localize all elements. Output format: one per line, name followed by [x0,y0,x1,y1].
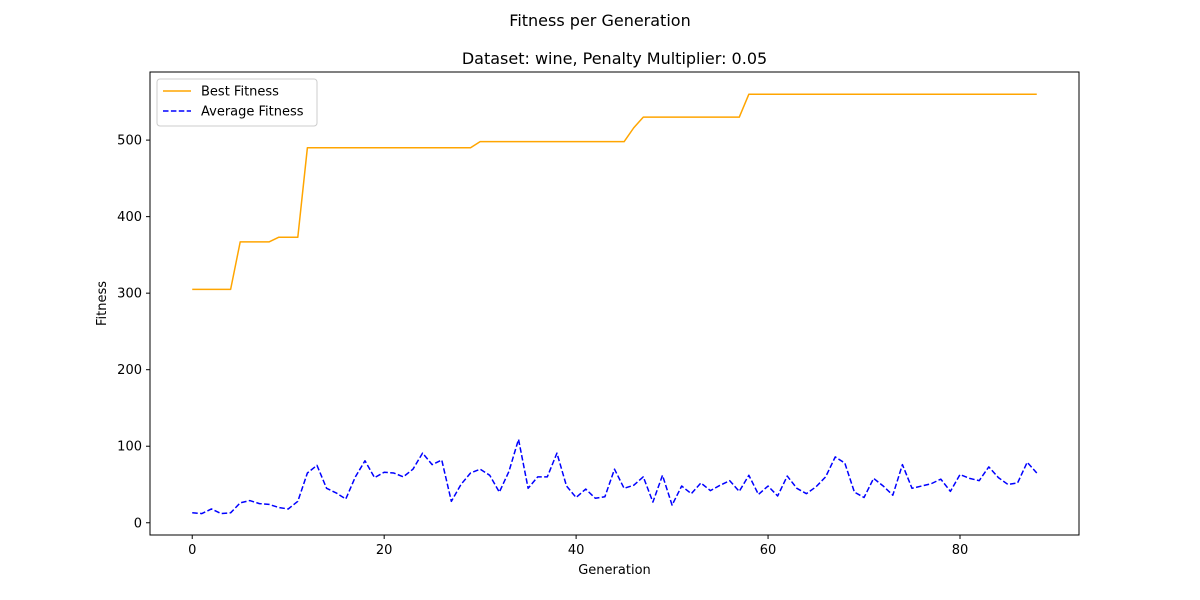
plot-area [192,93,1038,515]
series-line-best-fitness [192,93,1037,291]
x-tick-label: 60 [760,543,777,558]
y-tick-label: 200 [117,363,142,378]
x-tick-label: 20 [376,543,393,558]
series-line-average-fitness [192,438,1038,515]
chart-title: Dataset: wine, Penalty Multiplier: 0.05 [462,49,767,68]
y-tick-label: 0 [134,516,142,531]
y-tick-label: 300 [117,287,142,302]
y-axis: 0 100 200 300 400 500 [117,134,150,531]
figure-title: Fitness per Generation [509,11,690,30]
axes-frame [149,71,1080,536]
x-tick-label: 40 [568,543,585,558]
x-axis-label: Generation [578,563,651,578]
y-axis-label: Fitness [95,281,110,326]
legend-label-average-fitness: Average Fitness [201,105,304,120]
x-tick-label: 0 [188,543,196,558]
x-tick-label: 80 [952,543,969,558]
x-axis: 0 20 40 60 80 [188,535,968,558]
y-tick-label: 400 [117,210,142,225]
y-tick-label: 100 [117,440,142,455]
legend-box [156,78,318,127]
legend: Best Fitness Average Fitness [156,78,318,127]
y-tick-label: 500 [117,134,142,149]
legend-label-best-fitness: Best Fitness [201,85,279,100]
